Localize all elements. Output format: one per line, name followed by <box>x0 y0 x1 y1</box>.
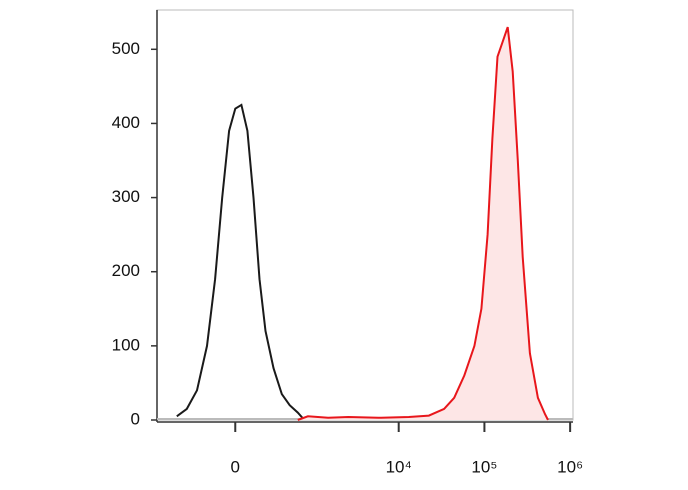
y-tick-label: 0 <box>131 409 140 428</box>
x-tick-label: 10⁶ <box>557 457 583 476</box>
series-area <box>297 27 549 420</box>
x-tick-label: 0 <box>231 457 240 476</box>
y-tick-label: 300 <box>112 187 140 206</box>
x-tick-label: 10⁵ <box>471 457 497 476</box>
y-tick-label: 200 <box>112 261 140 280</box>
y-tick-label: 100 <box>112 335 140 354</box>
x-tick-label: 10⁴ <box>386 457 412 476</box>
series-line <box>297 26 549 421</box>
series-line <box>176 103 304 420</box>
y-tick-label: 400 <box>112 113 140 132</box>
y-tick-label: 500 <box>112 39 140 58</box>
